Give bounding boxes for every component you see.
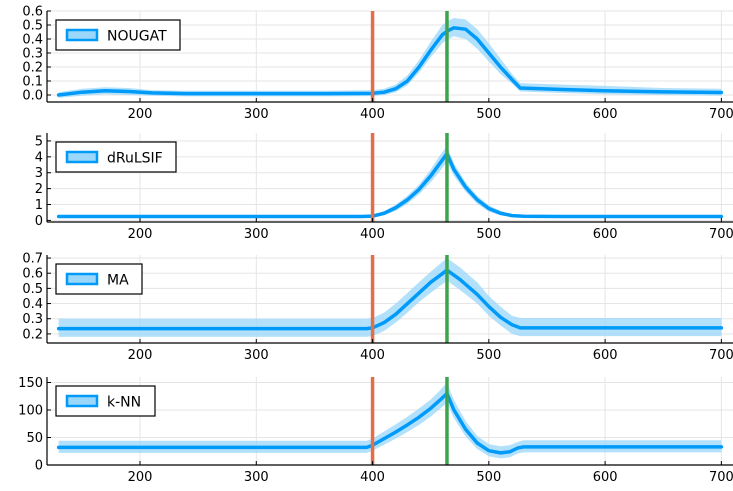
legend-swatch — [65, 272, 99, 286]
x-tick-label: 400 — [360, 107, 385, 122]
y-tick-label: 0.4 — [22, 33, 43, 48]
y-tick-label: 0.2 — [22, 327, 43, 342]
y-tick-label: 0.7 — [22, 252, 43, 267]
x-tick-label: 200 — [128, 348, 153, 363]
y-tick-label: 0.5 — [22, 19, 43, 34]
y-tick-label: 50 — [26, 431, 43, 446]
y-tick-label: 0.3 — [22, 312, 43, 327]
y-tick-label: 100 — [18, 404, 43, 419]
x-tick-label: 700 — [709, 348, 733, 363]
y-tick-label: 4 — [35, 150, 43, 165]
x-tick-label: 300 — [244, 227, 269, 242]
x-tick-label: 200 — [128, 227, 153, 242]
legend-label: NOUGAT — [107, 29, 167, 45]
x-tick-label: 500 — [476, 107, 501, 122]
x-tick-label: 600 — [593, 470, 618, 485]
y-tick-label: 0.6 — [22, 267, 43, 282]
y-tick-label: 5 — [35, 134, 43, 149]
x-tick-label: 400 — [360, 348, 385, 363]
x-tick-label: 400 — [360, 227, 385, 242]
y-tick-label: 1 — [35, 198, 43, 213]
y-tick-label: 2 — [35, 182, 43, 197]
legend-box — [55, 385, 156, 417]
x-tick-label: 500 — [476, 470, 501, 485]
x-tick-label: 400 — [360, 470, 385, 485]
x-tick-label: 600 — [593, 107, 618, 122]
panel-4: 200 300 400 500 600 700 0 50 100 150 k-NN — [18, 376, 733, 485]
y-tick-label: 0.4 — [22, 297, 43, 312]
x-tick-label: 700 — [709, 107, 733, 122]
legend-label: k-NN — [107, 395, 141, 411]
confidence-band — [58, 258, 722, 337]
legend-swatch — [65, 394, 99, 408]
series-line — [56, 26, 724, 97]
y-tick-label: 0.5 — [22, 282, 43, 297]
y-tick-label: 0.2 — [22, 61, 43, 76]
y-tick-label: 150 — [18, 376, 43, 391]
confidence-band — [58, 382, 722, 459]
y-tick-label: 0.1 — [22, 75, 43, 90]
x-tick-label: 600 — [593, 227, 618, 242]
panel-3: 200 300 400 500 600 700 0.20.30.40.50.60.7 MA — [22, 252, 733, 363]
x-tick-label: 200 — [128, 107, 153, 122]
x-tick-label: 500 — [476, 348, 501, 363]
x-tick-label: 300 — [244, 470, 269, 485]
legend-label: MA — [107, 273, 129, 289]
x-tick-label: 600 — [593, 348, 618, 363]
x-tick-label: 300 — [244, 107, 269, 122]
legend-label: dRuLSIF — [107, 151, 163, 167]
y-tick-label: 0.6 — [22, 5, 43, 20]
legend-swatch — [65, 28, 99, 42]
x-tick-label: 500 — [476, 227, 501, 242]
y-tick-label: 0 — [35, 459, 43, 474]
y-tick-label: 0 — [35, 214, 43, 229]
y-tick-label: 3 — [35, 166, 43, 181]
panel-1: 200 300 400 500 600 700 0.00.10.20.30.40.50.6 N… — [22, 5, 733, 122]
x-tick-label: 700 — [709, 470, 733, 485]
y-tick-label: 0.3 — [22, 47, 43, 62]
x-tick-label: 300 — [244, 348, 269, 363]
x-tick-label: 700 — [709, 227, 733, 242]
x-tick-label: 200 — [128, 470, 153, 485]
y-tick-label: 0.0 — [22, 89, 43, 104]
legend-swatch — [65, 150, 99, 164]
